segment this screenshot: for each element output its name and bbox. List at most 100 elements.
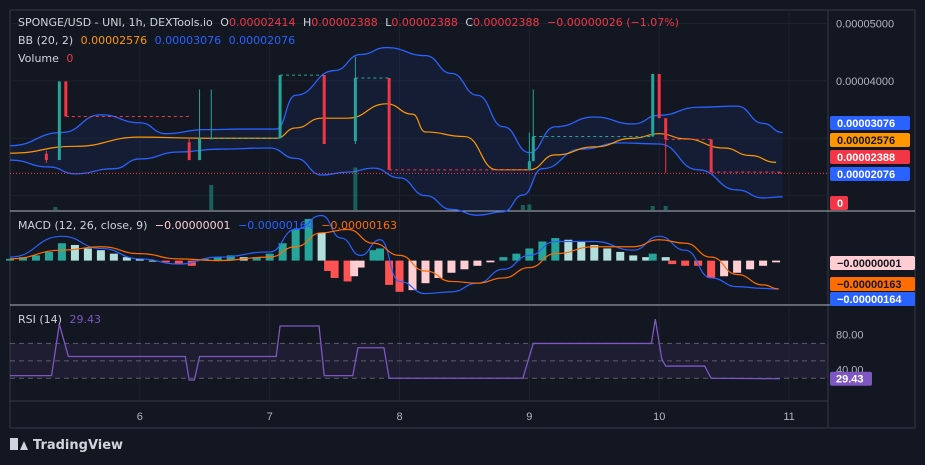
macd-hist-bar: [324, 260, 333, 272]
macd-hist-bar: [213, 257, 222, 261]
macd-hist-bar: [174, 260, 183, 265]
rsi-label: RSI (14): [18, 313, 62, 326]
bb-basis-value: 0.00002576: [80, 34, 148, 47]
high-value: 0.00002388: [311, 16, 378, 29]
macd-hist-bar: [525, 248, 534, 261]
price-tag: 0.00002076: [837, 169, 895, 181]
macd-hist-bar: [395, 260, 404, 292]
bb-basis-line: [9, 103, 777, 171]
macd-hist-bar: [330, 260, 339, 278]
macd-hist-bar: [551, 238, 560, 261]
macd-hist-bar: [434, 260, 443, 278]
macd-pane: [6, 214, 781, 295]
macd-hist-bar: [350, 260, 359, 277]
candle-body: [657, 73, 661, 119]
price-tag-bg: [830, 116, 910, 130]
candle-body: [651, 73, 655, 137]
price-tag: 0.00003076: [837, 118, 895, 130]
macd-hist-bar: [733, 260, 742, 273]
macd-hist-bar: [135, 258, 144, 261]
rsi-legend[interactable]: RSI (14) 29.43: [18, 313, 105, 327]
rsi-band: [10, 342, 828, 379]
price-tag: 0.00002388: [837, 152, 895, 164]
macd-hist-bar: [122, 257, 131, 261]
candle-body: [57, 81, 61, 161]
low-label: L: [385, 16, 392, 29]
price-tag-bg: [830, 133, 910, 147]
candle-body: [664, 118, 668, 140]
candlesticks[interactable]: [44, 56, 782, 174]
time-axis-tick: 11: [783, 411, 794, 423]
rsi-value: 29.43: [69, 313, 101, 326]
macd-hist-bar: [376, 248, 385, 261]
bb-lower-value: 0.00002076: [228, 34, 296, 47]
candle-body: [531, 136, 535, 162]
rsi-axis-tick: 80.00: [836, 330, 864, 342]
macd-hist-bar: [57, 243, 66, 261]
time-axis[interactable]: 6 7 8 9 10 11: [137, 411, 795, 423]
volume-label: Volume: [18, 52, 59, 65]
macd-hist-bar: [746, 260, 755, 270]
macd-signal-line: [9, 228, 779, 290]
macd-hist-bar: [252, 257, 261, 261]
macd-hist-bar: [720, 260, 729, 277]
macd-hist-bar: [148, 260, 157, 262]
macd-label: MACD (12, 26, close, 9): [18, 219, 148, 232]
macd-hist-bar: [291, 229, 300, 261]
bb-legend[interactable]: BB (20, 2) 0.00002576 0.00003076 0.00002…: [18, 34, 299, 48]
macd-hist-bar: [187, 260, 196, 266]
bb-fill: [10, 47, 783, 216]
volume-legend[interactable]: Volume 0: [18, 52, 77, 66]
candle-body: [64, 81, 68, 117]
candle-body: [387, 78, 391, 170]
bb-label: BB (20, 2): [18, 34, 74, 47]
macd-legend[interactable]: MACD (12, 26, close, 9) −0.00000001 −0.0…: [18, 219, 401, 233]
change-value: −0.00000026 (−1.07%): [547, 16, 679, 29]
close-label: C: [465, 16, 474, 29]
symbol-title[interactable]: SPONGE/USD - UNI, 1h, DEXTools.io: [18, 16, 213, 29]
macd-hist-bar: [564, 239, 573, 261]
macd-tag: −0.00000001: [837, 258, 902, 270]
macd-hist-bar: [661, 257, 670, 261]
volume-bar: [663, 206, 668, 210]
volume-tag: 0: [837, 198, 843, 210]
macd-hist-bar: [590, 244, 599, 261]
macd-hist-bar: [603, 248, 612, 261]
close-value: 0.00002388: [473, 16, 540, 29]
macd-hist-bar: [473, 260, 482, 266]
candle-body: [187, 142, 191, 161]
macd-hist-bar: [538, 241, 547, 261]
price-tags: 0.00003076 0.00002576 0.00002388 0.00002076…: [830, 116, 915, 386]
time-axis-tick: 8: [396, 411, 402, 423]
macd-line: [9, 214, 779, 295]
macd-hist-bar: [681, 260, 690, 266]
volume-bar: [353, 167, 358, 210]
macd-signal-value: −0.00000163: [321, 219, 397, 232]
macd-hist-bar: [408, 260, 417, 291]
tradingview-brand[interactable]: TradingView: [10, 438, 123, 453]
macd-hist-bar: [460, 260, 469, 270]
chart-frame: [9, 9, 916, 429]
macd-hist-bar: [759, 260, 768, 266]
macd-hist-bar: [707, 260, 716, 278]
tradingview-logo-icon: [10, 438, 28, 450]
macd-hist-bar: [616, 251, 625, 261]
volume-bar: [650, 206, 655, 210]
rsi-pane: [10, 318, 780, 381]
time-axis-tick: 10: [653, 411, 665, 423]
rsi-line: [10, 318, 780, 381]
price-axis-tick: 0.00004000: [836, 76, 894, 88]
macd-hist-bar: [317, 232, 326, 261]
macd-hist-bar: [44, 251, 53, 261]
price-tag-bg: [830, 167, 910, 181]
macd-hist-bar: [447, 260, 456, 273]
macd-hist-bar: [629, 255, 638, 261]
candle-body: [353, 78, 357, 142]
time-axis-tick: 9: [526, 411, 532, 423]
price-tag-bg: [830, 150, 910, 164]
bb-upper-value: 0.00003076: [154, 34, 222, 47]
